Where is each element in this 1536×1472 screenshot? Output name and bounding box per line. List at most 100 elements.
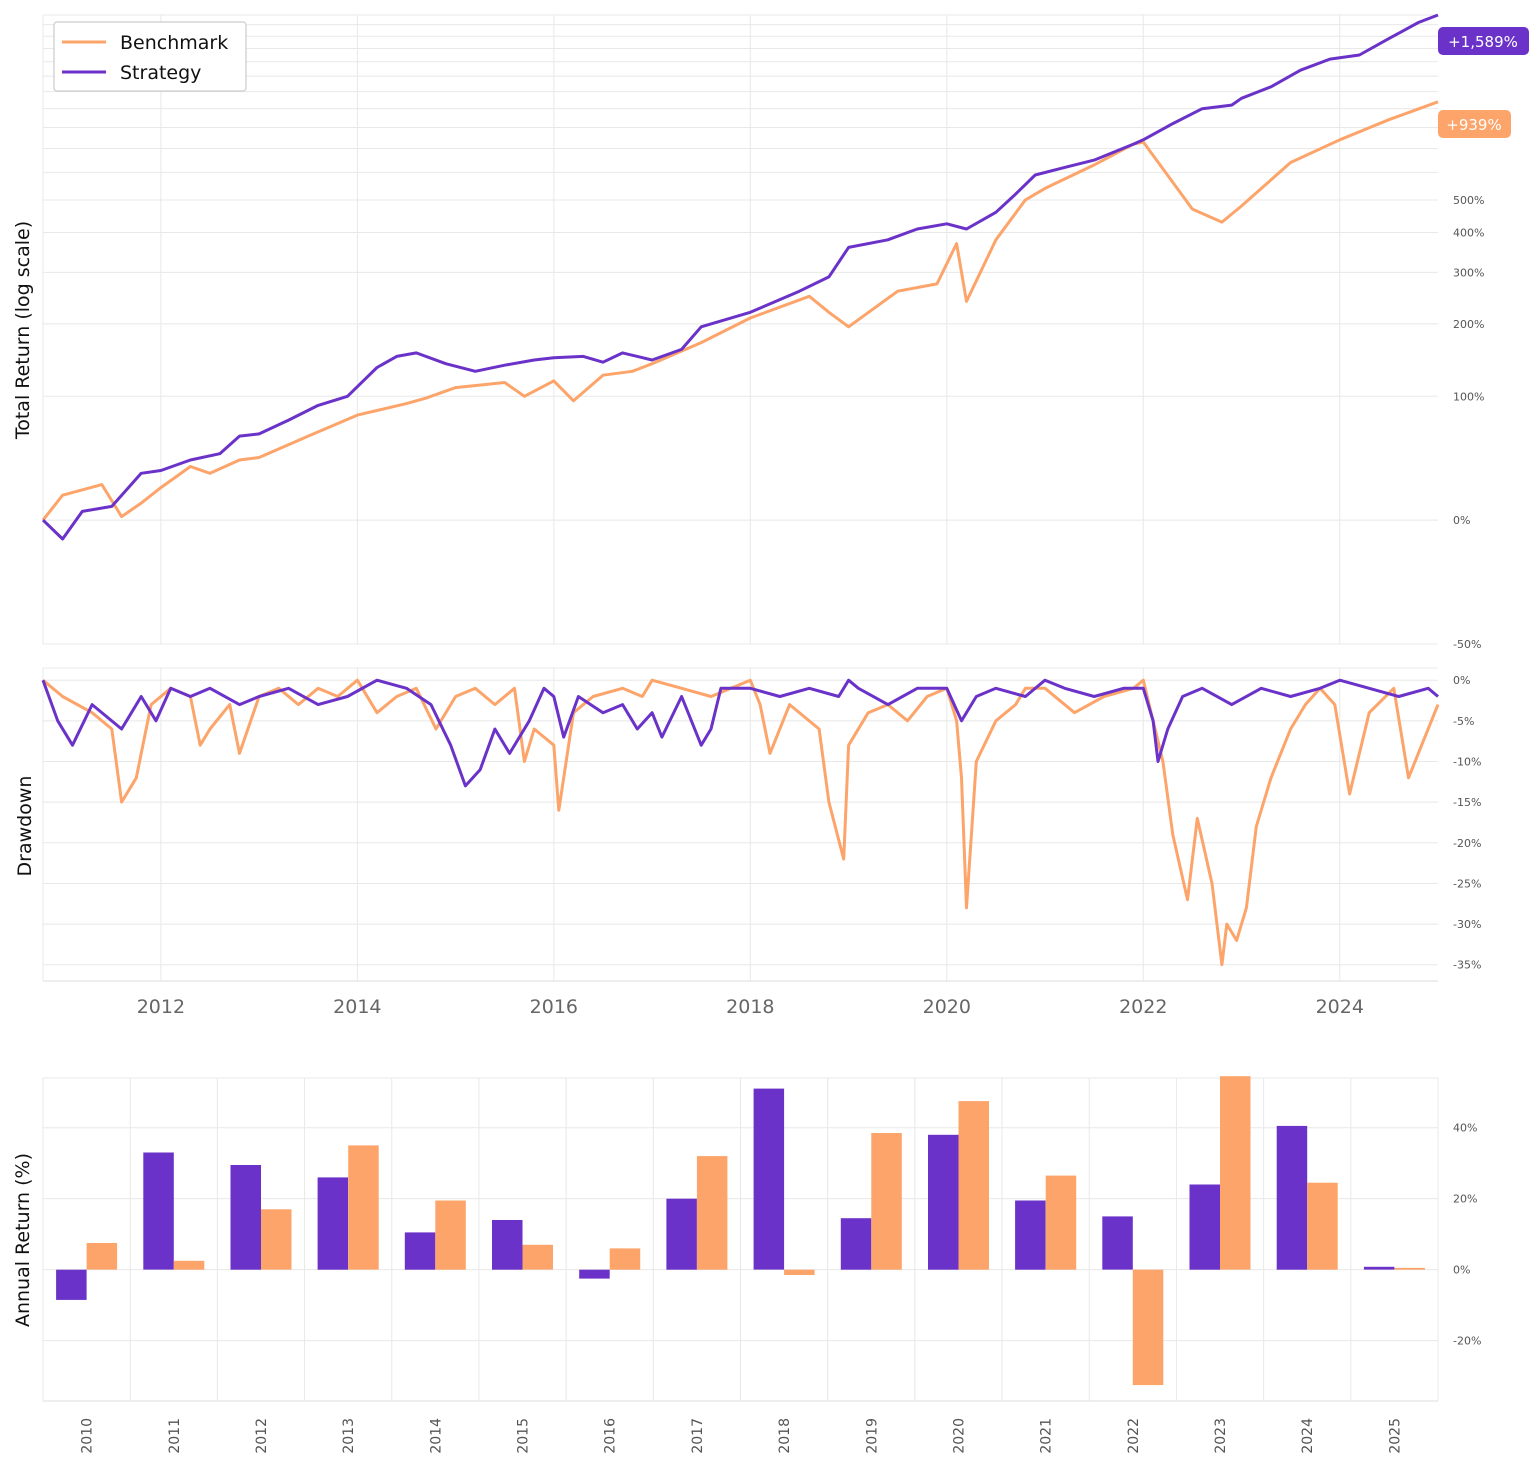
y-tick-label: 500%: [1453, 194, 1484, 207]
y-tick-label: 400%: [1453, 227, 1484, 240]
x-tick-label: 2019: [864, 1418, 880, 1454]
x-tick-label: 2022: [1126, 1418, 1142, 1454]
end-badge-strategy-bg: [1438, 27, 1529, 55]
x-tick-label: 2010: [80, 1418, 96, 1454]
x-tick-label: 2013: [341, 1418, 357, 1454]
y-tick-label: 0%: [1453, 514, 1470, 527]
bar-benchmark-2025: [1394, 1267, 1425, 1270]
drawdown-panel: 0% -5% -10% -15% -20% -25% -30% -35% 2012 2014 20…: [14, 667, 1481, 1018]
y-tick-label: -50%: [1453, 638, 1481, 651]
drawdown-x-ticks: 2012 2014 2016 2018 2020 2022 2024: [137, 996, 1364, 1018]
y-tick-label: -15%: [1453, 796, 1481, 809]
y-tick-label: -20%: [1453, 1335, 1481, 1348]
annual-return-x-ticks: 2010 2011 2012 2013 2014 2015 2016 2017 2018 2019…: [80, 1418, 1404, 1454]
total-return-grid: [42, 14, 1438, 645]
bar-strategy-2013: [317, 1177, 349, 1270]
bar-strategy-2020: [928, 1134, 959, 1270]
total-return-ylabel: Total Return (log scale): [12, 221, 34, 440]
bar-strategy-2019: [840, 1218, 872, 1270]
y-tick-label: 100%: [1453, 390, 1484, 403]
annual-return-bars: [56, 1076, 1425, 1386]
x-tick-label: 2016: [603, 1418, 619, 1454]
end-badge-benchmark: +939%: [1446, 116, 1501, 134]
bar-strategy-2014: [404, 1232, 436, 1270]
x-tick-label: 2016: [530, 996, 578, 1018]
x-tick-label: 2012: [137, 996, 185, 1018]
y-tick-label: -30%: [1453, 918, 1481, 931]
total-return-lines: [41, 13, 1439, 541]
bar-benchmark-2022: [1132, 1269, 1164, 1386]
x-tick-label: 2021: [1039, 1418, 1055, 1454]
drawdown-line-benchmark: [42, 678, 1440, 967]
legend-box: [53, 21, 247, 92]
end-badge-benchmark-bg: [1438, 110, 1511, 138]
end-badge-strategy: +1,589%: [1448, 33, 1518, 51]
y-tick-label: 0%: [1453, 674, 1470, 687]
bar-strategy-2012: [230, 1165, 261, 1270]
x-tick-label: 2017: [690, 1418, 706, 1454]
y-tick-label: 40%: [1453, 1122, 1477, 1135]
annual-return-y-ticks: -20% 0% 20% 40%: [1453, 1122, 1481, 1348]
bar-strategy-2017: [666, 1198, 697, 1270]
y-tick-label: -35%: [1453, 959, 1481, 972]
x-tick-label: 2024: [1316, 996, 1364, 1018]
y-tick-label: 300%: [1453, 266, 1484, 279]
x-tick-label: 2018: [777, 1418, 793, 1454]
x-tick-label: 2018: [726, 996, 774, 1018]
series-line-strategy: [41, 13, 1439, 541]
bar-strategy-2024: [1276, 1125, 1308, 1270]
annual-return-panel: -20%0%20%40% 2010 2011 2012 2013 2014 2015 201…: [12, 1076, 1481, 1454]
series-line-benchmark: [41, 100, 1439, 522]
drawdown-line-strategy: [41, 678, 1439, 788]
legend: Benchmark Strategy: [53, 21, 247, 92]
bar-benchmark-2017: [696, 1156, 728, 1270]
bar-benchmark-2020: [958, 1101, 989, 1270]
bar-benchmark-2015: [522, 1244, 553, 1270]
x-tick-label: 2023: [1213, 1418, 1229, 1454]
legend-label-strategy: Strategy: [120, 62, 201, 84]
y-tick-label: 20%: [1453, 1193, 1477, 1206]
y-tick-label: -20%: [1453, 837, 1481, 850]
x-tick-label: 2025: [1387, 1418, 1403, 1454]
x-tick-label: 2014: [333, 996, 381, 1018]
bar-benchmark-2016: [609, 1248, 641, 1270]
total-return-panel: -50% 0% 100% 200% 300% 400% 500% Total Return …: [12, 13, 1529, 651]
bar-benchmark-2023: [1220, 1076, 1251, 1270]
x-tick-label: 2020: [951, 1418, 967, 1454]
total-return-y-ticks: -50% 0% 100% 200% 300% 400% 500%: [1453, 194, 1484, 651]
x-tick-label: 2024: [1300, 1418, 1316, 1454]
annual-return-ylabel: Annual Return (%): [12, 1153, 34, 1327]
y-tick-label: 0%: [1453, 1264, 1470, 1277]
bar-strategy-2018: [753, 1088, 785, 1270]
bar-strategy-2015: [492, 1220, 523, 1270]
x-tick-label: 2011: [167, 1418, 183, 1454]
bar-benchmark-2018: [784, 1269, 815, 1275]
x-tick-label: 2014: [428, 1418, 444, 1454]
x-tick-label: 2015: [516, 1418, 532, 1454]
bar-strategy-2022: [1102, 1216, 1133, 1270]
x-tick-label: 2012: [254, 1418, 270, 1454]
bar-strategy-2025: [1363, 1266, 1395, 1270]
y-tick-label: -5%: [1453, 715, 1474, 728]
drawdown-lines: [41, 678, 1440, 967]
y-tick-label: -10%: [1453, 755, 1481, 768]
bar-benchmark-2014: [435, 1200, 466, 1270]
end-value-badges: +1,589% +939%: [1438, 27, 1529, 138]
drawdown-grid: [42, 667, 1438, 982]
bar-benchmark-2011: [173, 1260, 205, 1270]
bar-benchmark-2010: [86, 1243, 118, 1270]
bar-strategy-2023: [1189, 1184, 1220, 1270]
bar-strategy-2016: [579, 1269, 610, 1279]
drawdown-ylabel: Drawdown: [14, 776, 36, 877]
bar-benchmark-2021: [1045, 1175, 1077, 1270]
bar-strategy-2010: [56, 1269, 87, 1300]
x-tick-label: 2020: [923, 996, 971, 1018]
y-tick-label: 200%: [1453, 318, 1484, 331]
bar-benchmark-2024: [1307, 1182, 1338, 1270]
bar-strategy-2011: [143, 1152, 174, 1270]
bar-benchmark-2019: [871, 1133, 902, 1270]
bar-benchmark-2012: [261, 1209, 292, 1270]
y-tick-label: -25%: [1453, 877, 1481, 890]
